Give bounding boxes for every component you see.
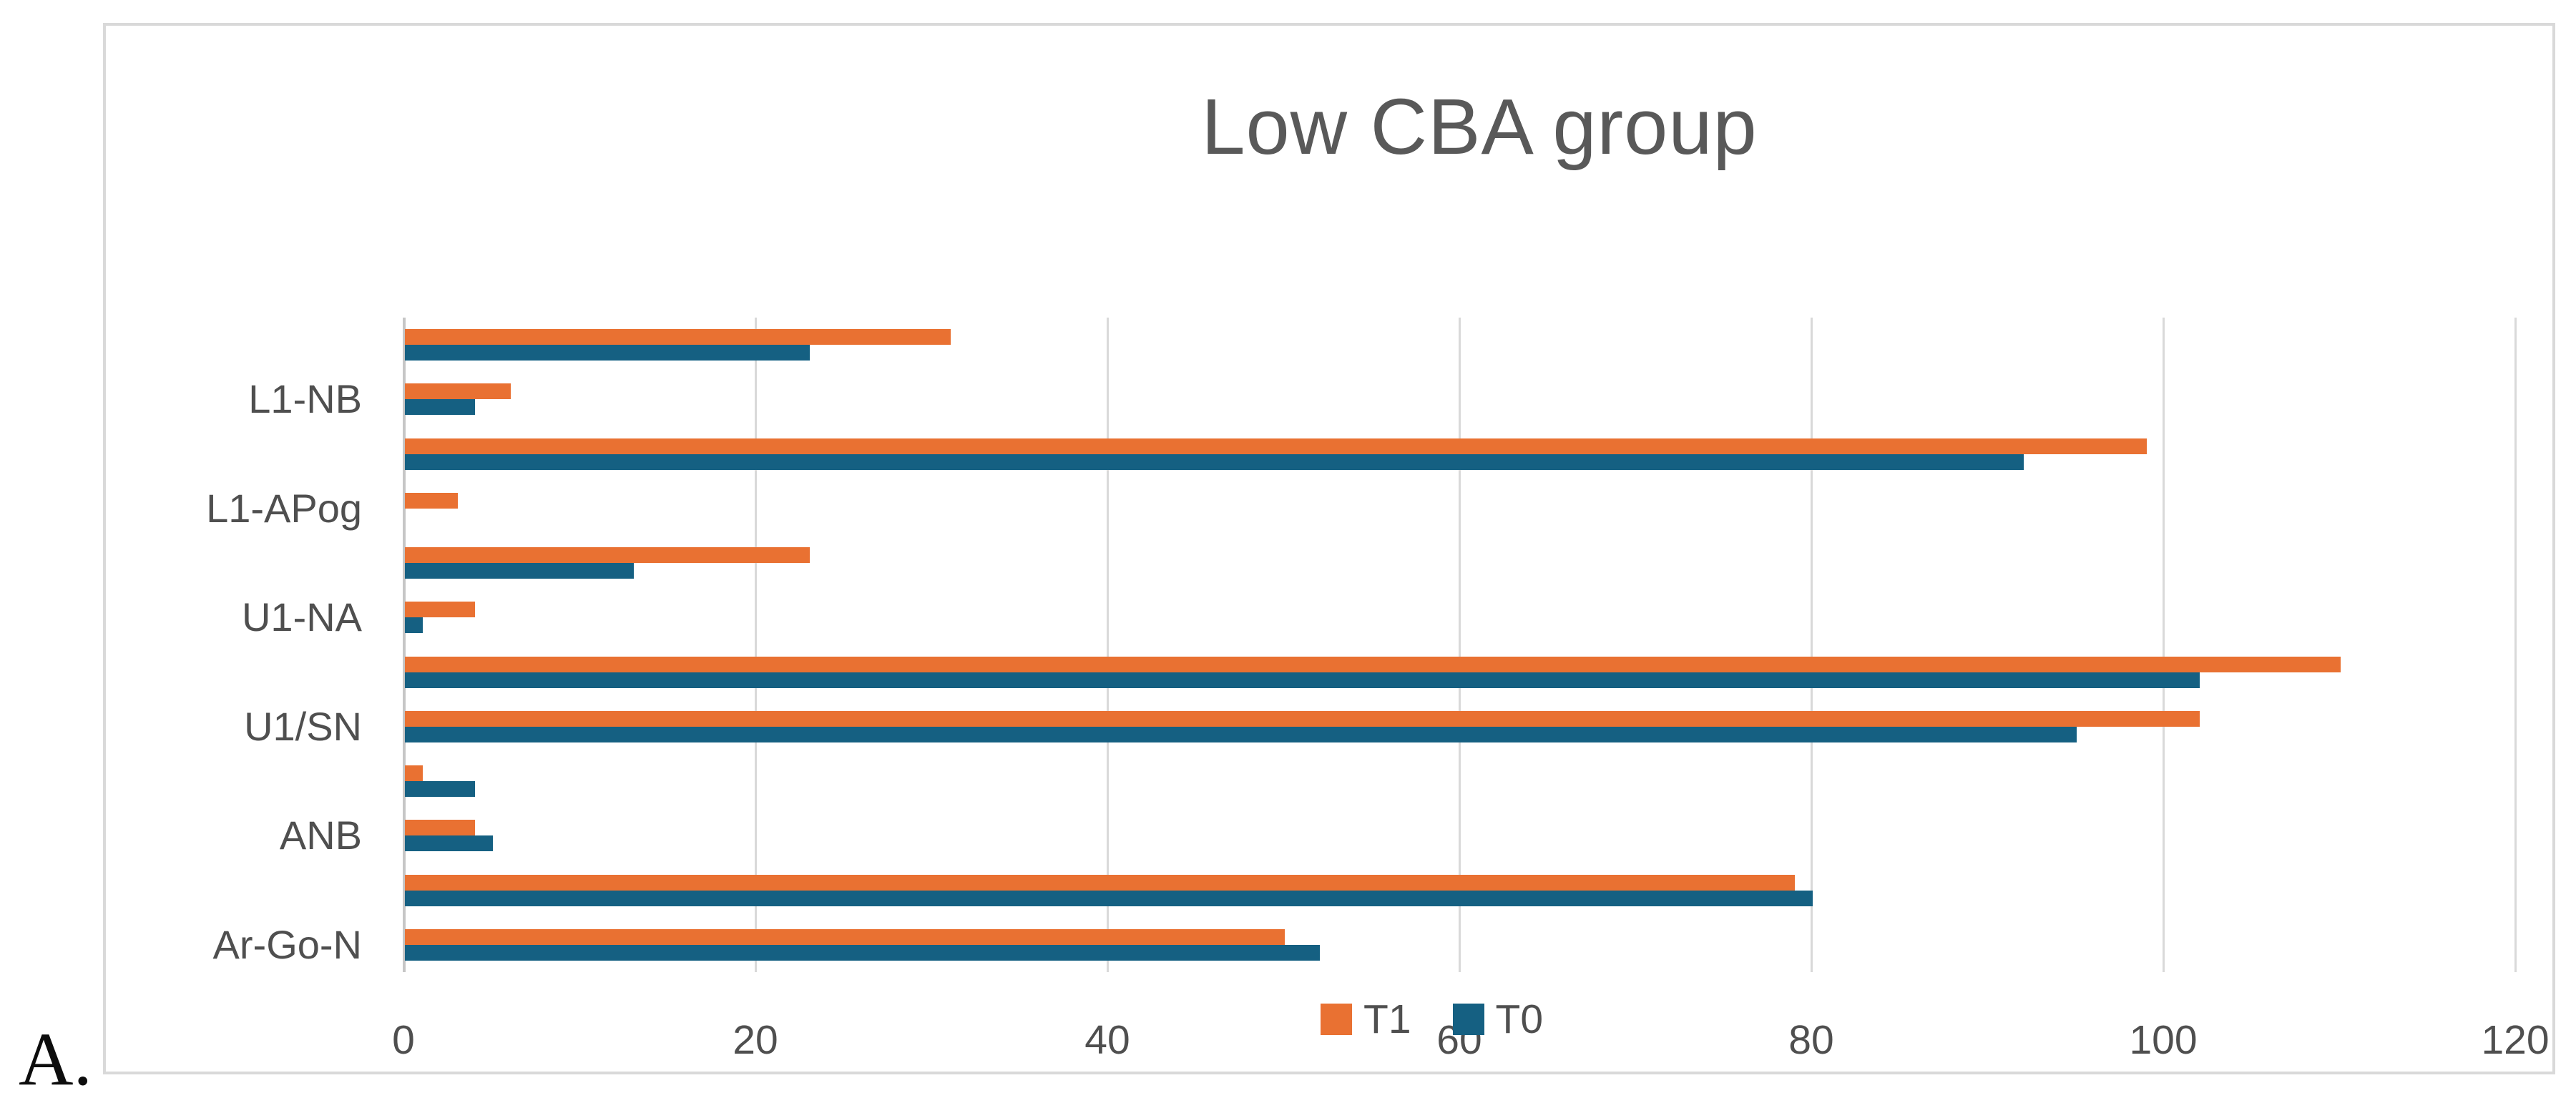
bar-t1 (405, 710, 2200, 727)
x-axis-tick-label: 80 (1788, 1017, 1834, 1063)
x-axis-tick-label: 0 (392, 1017, 415, 1063)
x-gridline (754, 318, 757, 972)
legend-item-t1: T1 (1321, 996, 1411, 1043)
x-axis-tick-label: 120 (2481, 1017, 2550, 1063)
y-axis-category-label: Ar-Go-N (212, 921, 362, 967)
chart-title: Low CBA group (1201, 83, 1758, 171)
y-axis-line (402, 318, 406, 972)
y-axis-category-label: U1-NA (241, 594, 362, 640)
bar-t1 (405, 492, 458, 509)
bar-t0 (405, 399, 476, 416)
bar-t0 (405, 890, 1813, 906)
x-gridline (1106, 318, 1109, 972)
bar-t1 (405, 765, 423, 781)
x-axis-tick-label: 20 (733, 1017, 778, 1063)
bar-t0 (405, 944, 1321, 961)
x-gridline (1458, 318, 1461, 972)
bar-t1 (405, 928, 1285, 945)
x-gridline (2162, 318, 2165, 972)
legend-swatch-t0 (1452, 1004, 1484, 1035)
figure-panel-label: A. (19, 1017, 93, 1101)
bar-t1 (405, 438, 2148, 454)
bar-t0 (405, 672, 2200, 688)
bar-t1 (405, 656, 2341, 672)
bar-t0 (405, 835, 493, 852)
x-gridline (2514, 318, 2517, 972)
legend-item-t0: T0 (1452, 996, 1544, 1043)
bar-t1 (405, 874, 1796, 891)
bar-t0 (405, 563, 634, 579)
y-axis-category-label: U1/SN (244, 703, 362, 749)
bar-t0 (405, 617, 423, 634)
chart-legend: T1 T0 (1321, 996, 1543, 1043)
bar-t1 (405, 547, 810, 563)
bar-t0 (405, 345, 810, 361)
x-gridline (1810, 318, 1813, 972)
y-axis-category-label: ANB (279, 813, 362, 858)
y-axis-category-label: L1-NB (248, 376, 362, 422)
legend-swatch-t1 (1321, 1004, 1352, 1035)
bar-t1 (405, 820, 476, 836)
x-axis-tick-label: 100 (2129, 1017, 2198, 1063)
x-axis-tick-label: 40 (1084, 1017, 1130, 1063)
bar-t1 (405, 383, 511, 400)
chart-panel: Low CBA group 0 20 40 60 80 100 120 L1-NB L1-APo… (103, 23, 2555, 1074)
bar-t1 (405, 329, 951, 345)
legend-label: T0 (1495, 996, 1544, 1042)
bar-t1 (405, 602, 476, 618)
bar-t0 (405, 726, 2077, 742)
legend-label: T1 (1363, 996, 1411, 1042)
bar-t0 (405, 781, 476, 797)
bar-t0 (405, 454, 2024, 470)
y-axis-category-label: L1-APog (206, 485, 362, 531)
